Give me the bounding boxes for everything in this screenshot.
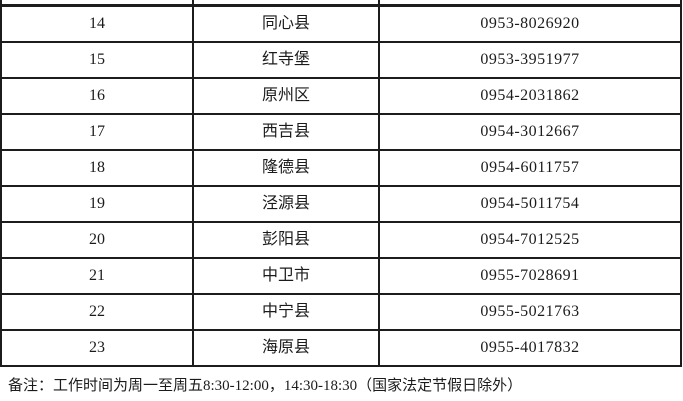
cell-index: 17 xyxy=(0,113,194,151)
cell-phone: 0955-5021763 xyxy=(378,293,682,331)
table-row-partial xyxy=(0,0,682,7)
table-row: 17 西吉县 0954-3012667 xyxy=(0,113,682,151)
cell-index: 20 xyxy=(0,221,194,259)
cell-region: 中卫市 xyxy=(192,257,380,295)
cell-empty xyxy=(378,0,682,7)
contact-phone-table: 14 同心县 0953-8026920 15 红寺堡 0953-3951977 … xyxy=(0,0,682,367)
cell-phone: 0954-6011757 xyxy=(378,149,682,187)
cell-index: 19 xyxy=(0,185,194,223)
table-row: 14 同心县 0953-8026920 xyxy=(0,4,682,43)
table-row: 18 隆德县 0954-6011757 xyxy=(0,149,682,187)
cell-phone: 0954-5011754 xyxy=(378,185,682,223)
table-row: 15 红寺堡 0953-3951977 xyxy=(0,41,682,79)
cell-index: 23 xyxy=(0,329,194,367)
cell-phone: 0954-2031862 xyxy=(378,77,682,115)
table-body: 14 同心县 0953-8026920 15 红寺堡 0953-3951977 … xyxy=(0,0,682,367)
cell-phone: 0955-4017832 xyxy=(378,329,682,367)
cell-index: 15 xyxy=(0,41,194,79)
cell-region: 隆德县 xyxy=(192,149,380,187)
table-row: 22 中宁县 0955-5021763 xyxy=(0,293,682,331)
cell-phone: 0953-8026920 xyxy=(378,4,682,43)
cell-phone: 0953-3951977 xyxy=(378,41,682,79)
cell-region: 红寺堡 xyxy=(192,41,380,79)
cell-region: 彭阳县 xyxy=(192,221,380,259)
cell-region: 同心县 xyxy=(192,4,380,43)
table-row: 19 泾源县 0954-5011754 xyxy=(0,185,682,223)
table-row: 23 海原县 0955-4017832 xyxy=(0,329,682,367)
cell-region: 西吉县 xyxy=(192,113,380,151)
cell-index: 18 xyxy=(0,149,194,187)
cell-phone: 0954-3012667 xyxy=(378,113,682,151)
cell-region: 泾源县 xyxy=(192,185,380,223)
cell-index: 16 xyxy=(0,77,194,115)
footnote: 备注：工作时间为周一至周五8:30-12:00，14:30-18:30（国家法定… xyxy=(8,378,523,394)
table-row: 21 中卫市 0955-7028691 xyxy=(0,257,682,295)
cell-region: 中宁县 xyxy=(192,293,380,331)
table-row: 20 彭阳县 0954-7012525 xyxy=(0,221,682,259)
table-row: 16 原州区 0954-2031862 xyxy=(0,77,682,115)
cell-phone: 0955-7028691 xyxy=(378,257,682,295)
cell-region: 海原县 xyxy=(192,329,380,367)
cell-empty xyxy=(192,0,380,7)
cell-index: 14 xyxy=(0,4,194,43)
cell-index: 21 xyxy=(0,257,194,295)
cell-empty xyxy=(0,0,194,7)
cell-phone: 0954-7012525 xyxy=(378,221,682,259)
cell-index: 22 xyxy=(0,293,194,331)
cell-region: 原州区 xyxy=(192,77,380,115)
